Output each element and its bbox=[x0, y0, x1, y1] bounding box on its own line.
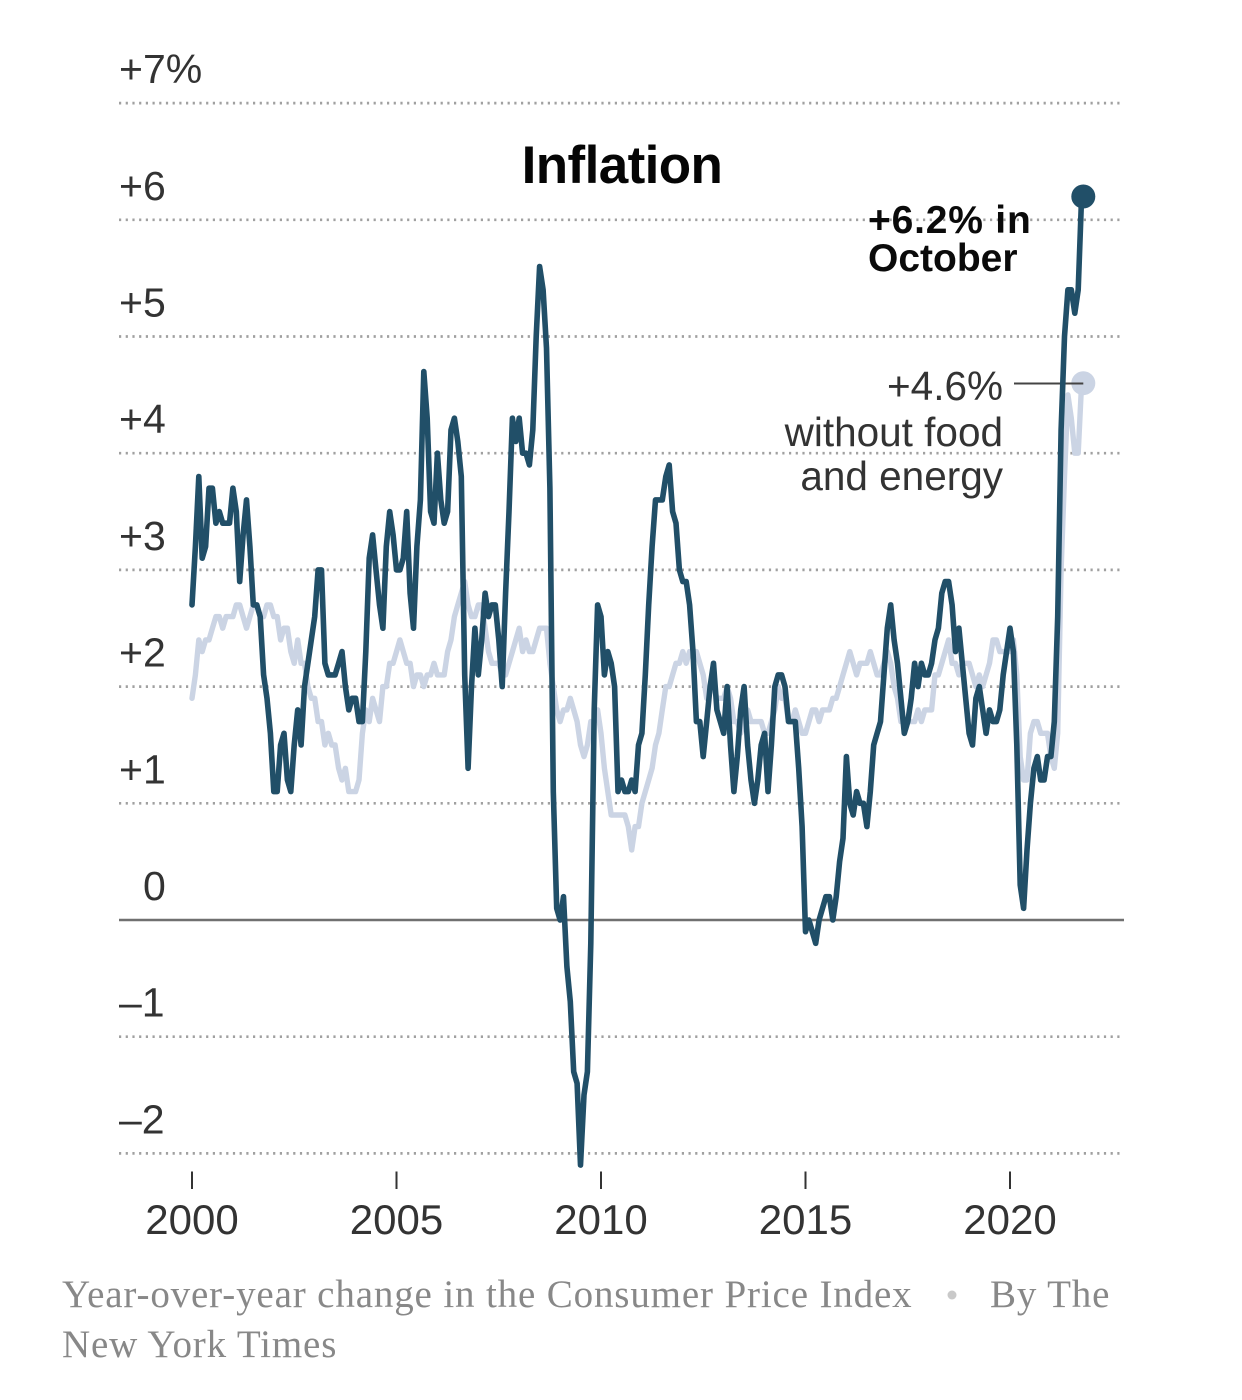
svg-text:2015: 2015 bbox=[759, 1196, 852, 1243]
svg-text:+6.2% in: +6.2% in bbox=[868, 199, 1032, 242]
svg-text:2020: 2020 bbox=[963, 1196, 1056, 1243]
svg-text:+4.6%: +4.6% bbox=[887, 363, 1003, 409]
svg-text:+5: +5 bbox=[119, 280, 166, 326]
svg-text:Inflation: Inflation bbox=[522, 136, 723, 195]
svg-text:+7%: +7% bbox=[119, 46, 202, 92]
svg-text:2000: 2000 bbox=[145, 1196, 238, 1243]
svg-text:0: 0 bbox=[143, 863, 166, 909]
svg-text:–1: –1 bbox=[119, 980, 165, 1026]
svg-text:By The: By The bbox=[990, 1273, 1110, 1316]
svg-text:Year-over-year change in the C: Year-over-year change in the Consumer Pr… bbox=[62, 1273, 913, 1316]
svg-text:+4: +4 bbox=[119, 396, 166, 442]
svg-text:–2: –2 bbox=[119, 1096, 165, 1142]
svg-text:+1: +1 bbox=[119, 746, 166, 792]
svg-text:October: October bbox=[868, 237, 1018, 280]
svg-text:2010: 2010 bbox=[554, 1196, 647, 1243]
svg-text:without food: without food bbox=[784, 409, 1003, 455]
svg-text:2005: 2005 bbox=[350, 1196, 443, 1243]
svg-text:+6: +6 bbox=[119, 163, 166, 209]
svg-text:+3: +3 bbox=[119, 513, 166, 559]
svg-text:and energy: and energy bbox=[800, 453, 1003, 499]
svg-text:+2: +2 bbox=[119, 630, 166, 676]
svg-text:New York Times: New York Times bbox=[62, 1323, 337, 1366]
